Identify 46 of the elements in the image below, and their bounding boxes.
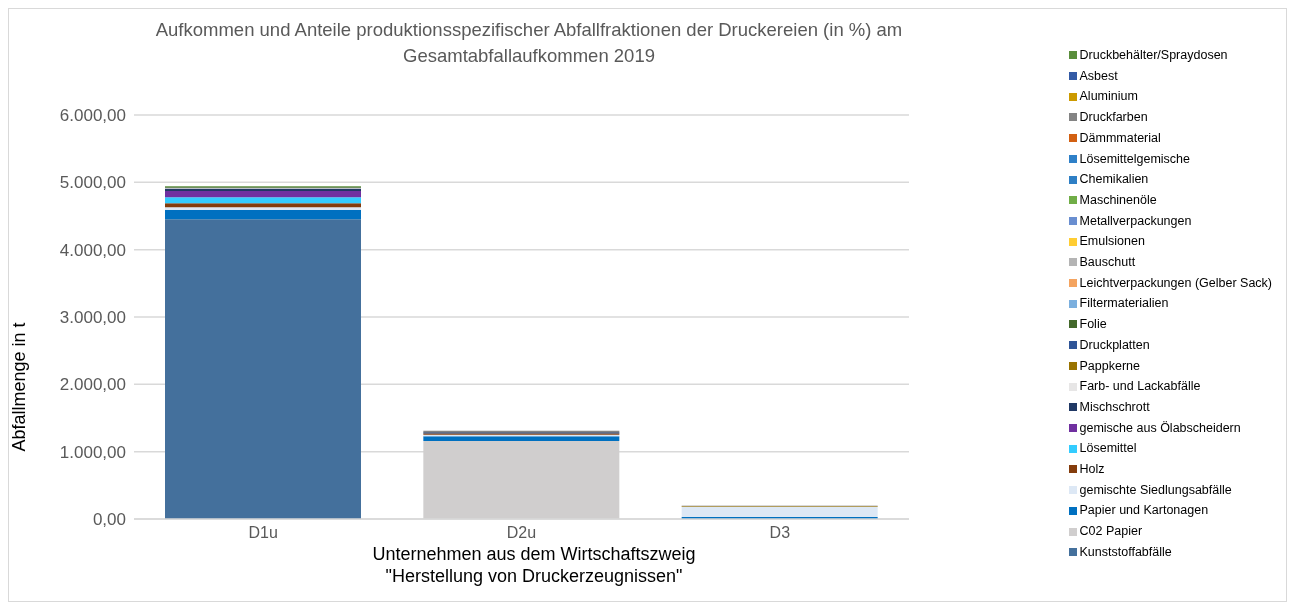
y-tick-label: 4.000,00	[59, 240, 126, 260]
bar	[165, 209, 361, 220]
legend-label: Asbest	[1079, 67, 1118, 85]
chart-title: Aufkommen und Anteile produktionsspezifischer Abfallfraktionen der Druckereien (in %) am Gesamtabfallaufkommen 2019	[154, 18, 904, 68]
legend-label: Holz	[1079, 461, 1105, 479]
bar	[165, 207, 361, 210]
legend-label: Dämmmaterial	[1079, 129, 1161, 147]
x-axis-title: Unternehmen aus dem Wirtschaftszweig "Herstellung von Druckerzeugnissen"	[371, 543, 697, 587]
legend-label: Filtermaterialien	[1079, 295, 1169, 313]
legend-label: Emulsionen	[1079, 233, 1145, 251]
legend-label: Pappkerne	[1079, 357, 1140, 375]
y-axis-title: Abfallmenge in t	[9, 322, 30, 452]
x-tick-label: D3	[769, 524, 791, 542]
legend-label: Mischschrott	[1079, 398, 1150, 416]
bar	[681, 506, 878, 517]
legend-label: Metallverpackungen	[1079, 212, 1192, 230]
legend-label: Lösemittelgemische	[1079, 150, 1190, 168]
bar	[165, 203, 361, 208]
bar	[165, 219, 361, 519]
legend-label: Maschinenöle	[1079, 191, 1157, 209]
bar	[165, 197, 361, 204]
bar	[165, 191, 361, 198]
legend-label: Druckplatten	[1079, 336, 1150, 354]
legend-label: Papier und Kartonagen	[1079, 502, 1209, 520]
x-tick-label: D2u	[506, 524, 537, 542]
legend-label: Farb- und Lackabfälle	[1079, 378, 1201, 396]
legend-label: C02 Papier	[1079, 523, 1143, 541]
legend-label: gemischte Siedlungsabfälle	[1079, 481, 1232, 499]
legend-label: Druckfarben	[1079, 109, 1148, 127]
bar	[423, 436, 620, 441]
legend-label: Druckbehälter/Spraydosen	[1079, 47, 1228, 64]
y-tick-label: 5.000,00	[59, 173, 126, 193]
legend-label: Aluminium	[1079, 88, 1138, 106]
legend-label: gemische aus Ölabscheidern	[1079, 419, 1241, 437]
y-tick-label: 3.000,00	[59, 308, 126, 328]
y-tick-label: 1.000,00	[59, 442, 126, 462]
y-tick-label: 6.000,00	[59, 106, 126, 126]
legend-label: Bauschutt	[1079, 254, 1136, 272]
legend-label: Chemikalien	[1079, 171, 1149, 189]
y-tick-label: 0,00	[92, 510, 126, 530]
legend-label: Lösemittel	[1079, 440, 1137, 458]
y-tick-label: 2.000,00	[59, 375, 126, 395]
legend-label: Kunststoffabfälle	[1079, 543, 1172, 561]
x-tick-label: D1u	[248, 524, 278, 542]
legend-label: Folie	[1079, 316, 1107, 334]
legend-label: Leichtverpackungen (Gelber Sack)	[1079, 274, 1272, 292]
